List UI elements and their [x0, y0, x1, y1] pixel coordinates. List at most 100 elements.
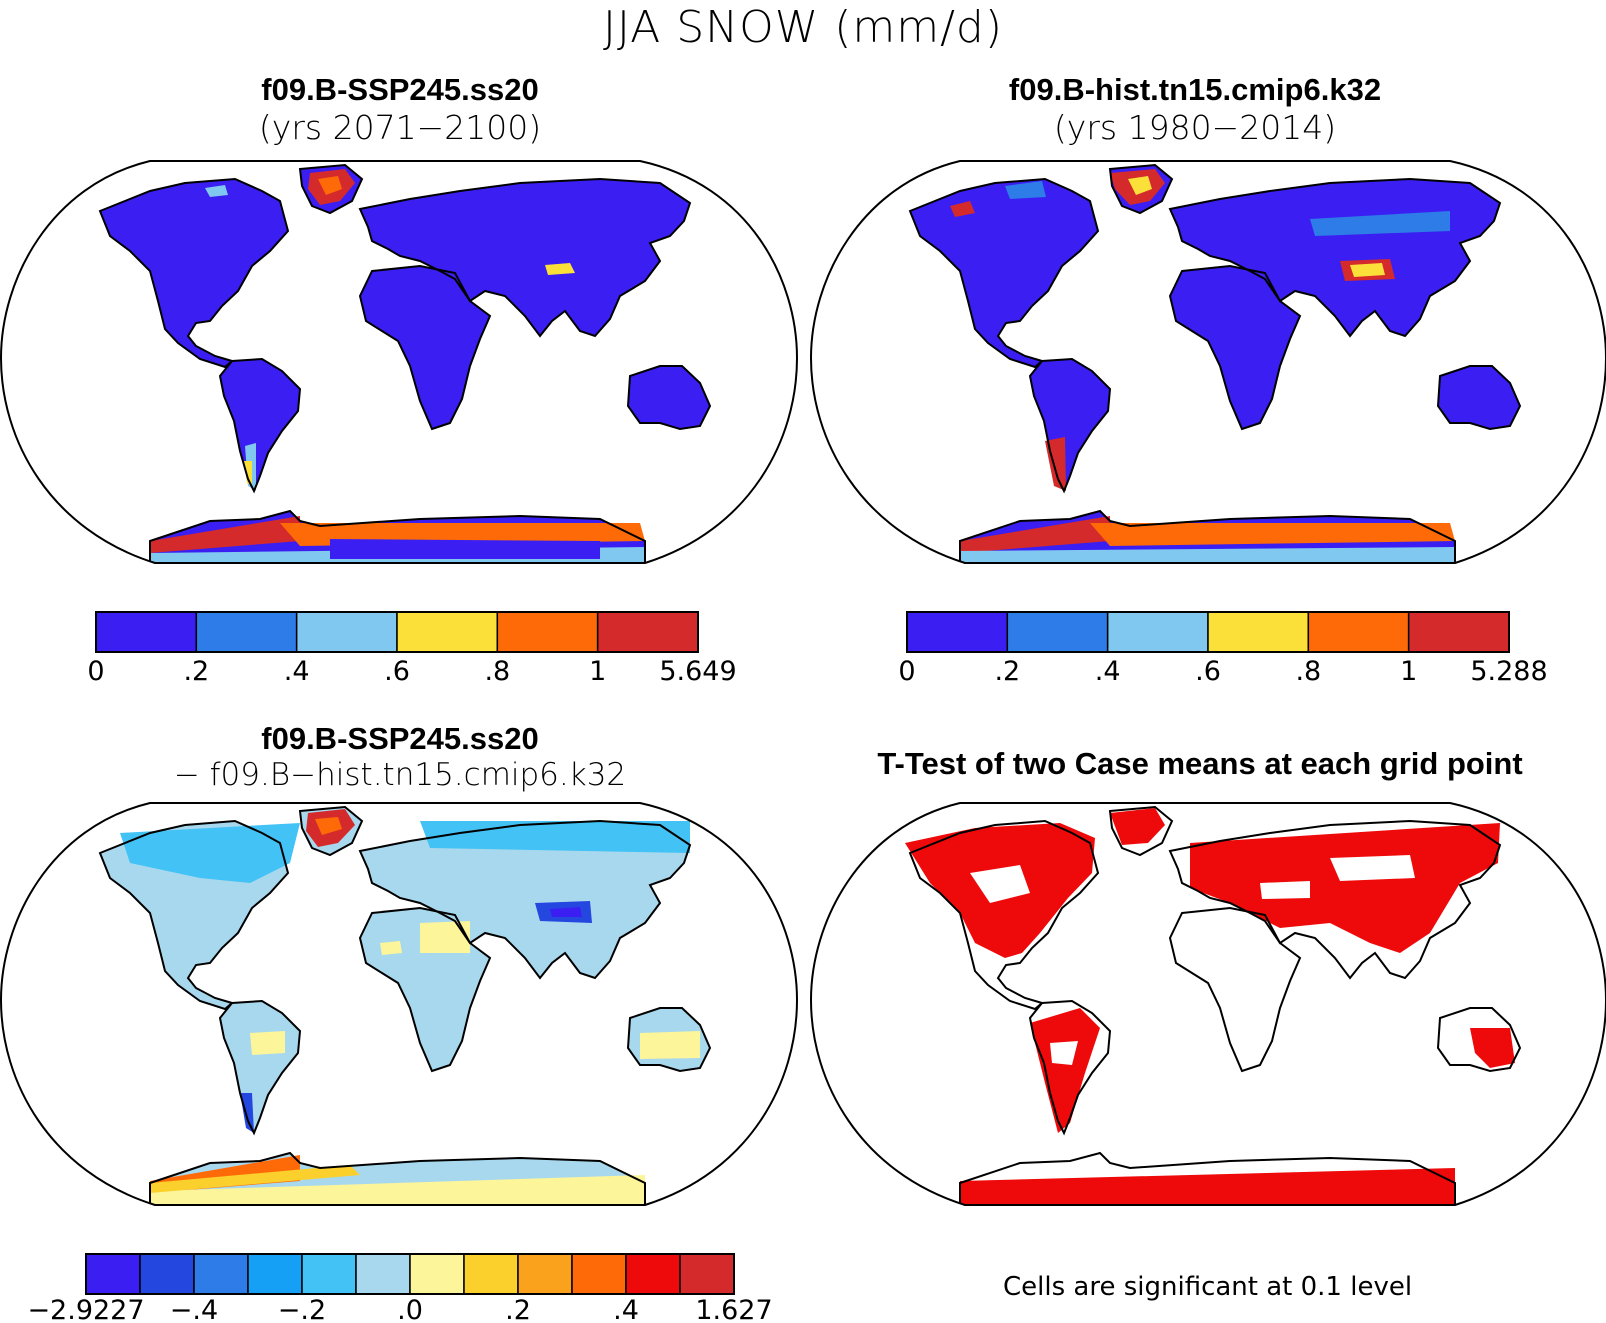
- colorbar-bottom-left: −2.9227 −.4 −.2 .0 .2 .4 1.627: [27, 1253, 773, 1323]
- field-patch: [244, 461, 252, 486]
- colorbar-tick-label: 0: [898, 656, 915, 687]
- colorbar-swatch: [1006, 611, 1109, 653]
- coastline-south-america: [218, 357, 302, 494]
- map-border-bottom-left: [0, 802, 799, 1206]
- field-patch: [960, 1168, 1455, 1205]
- colorbar-frame: [85, 1253, 735, 1295]
- panel-title-top-left: f09.B-SSP245.ss20 (yrs 2071−2100): [200, 72, 600, 147]
- panel-title-bottom-left: f09.B-SSP245.ss20 − f09.B−hist.tn15.cmip…: [80, 721, 720, 793]
- land-eurasia: [360, 179, 690, 336]
- field-patch: [1350, 263, 1385, 277]
- colorbar-swatch: [195, 611, 298, 653]
- map-border-top-left: [0, 160, 799, 564]
- coastline-australia: [626, 1007, 712, 1073]
- colorbar-tick-label: 5.288: [1470, 656, 1547, 687]
- colorbar-tick-label: .4: [1095, 656, 1121, 687]
- coastline-north-america: [908, 177, 1100, 369]
- field-patch: [1110, 808, 1165, 845]
- colorbar-tick-label: .2: [994, 656, 1020, 687]
- coastline-north-america: [98, 177, 290, 369]
- colorbar-tick-label: 1: [1400, 656, 1417, 687]
- coastline-africa: [1168, 906, 1302, 1073]
- coastline-greenland: [298, 805, 364, 857]
- coastline-australia: [1436, 1007, 1522, 1073]
- field-patch: [330, 539, 600, 559]
- coastline-africa: [1168, 264, 1302, 431]
- colorbar-swatch: [85, 1253, 141, 1295]
- colorbar-top-right: 0 .2 .4 .6 .8 1 5.288: [898, 611, 1548, 687]
- land-africa: [360, 266, 490, 429]
- colorbar-swatch: [295, 611, 398, 653]
- colorbar-swatch: [1307, 611, 1410, 653]
- map-border-bottom-right: [809, 802, 1606, 1206]
- colorbar-swatch: [1207, 611, 1310, 653]
- colorbar-swatch: [596, 611, 699, 653]
- field-patch: [960, 547, 1455, 563]
- colorbar-tick-label: .8: [1295, 656, 1321, 687]
- colorbar-swatch: [1407, 611, 1510, 653]
- coastline-south-america: [1028, 357, 1112, 494]
- colorbar-tick-label: .2: [505, 1295, 531, 1323]
- field-patch: [1310, 211, 1450, 236]
- coastline-eurasia: [1168, 819, 1502, 980]
- map-top-left: [98, 163, 712, 563]
- colorbar-swatch: [571, 1253, 627, 1295]
- coastline-eurasia: [1168, 177, 1502, 338]
- colorbar-swatch: [95, 611, 198, 653]
- coastline-australia: [1436, 365, 1522, 431]
- colorbar-tick-label: .6: [1195, 656, 1221, 687]
- colorbar-swatch: [463, 1253, 519, 1295]
- colorbar-tick-label: .8: [484, 656, 510, 687]
- coastline-south-america: [1028, 999, 1112, 1136]
- land-north-america: [910, 179, 1098, 367]
- colorbar-top-left: 0 .2 .4 .6 .8 1 5.649: [87, 611, 737, 687]
- panel-title-top-right: f09.B-hist.tn15.cmip6.k32 (yrs 1980−2014…: [960, 72, 1430, 147]
- colorbar-tick-label: −2.9227: [27, 1295, 144, 1323]
- colorbar-swatch: [1106, 611, 1209, 653]
- field-patch: [1005, 181, 1046, 199]
- panel-title-top-right-case: f09.B-hist.tn15.cmip6.k32: [1008, 72, 1382, 107]
- figure-title: JJA SNOW (mm/d): [602, 2, 1004, 53]
- colorbar-swatch: [355, 1253, 411, 1295]
- field-patch: [318, 176, 342, 195]
- field-patch: [420, 921, 470, 953]
- land-bottom-left: [98, 805, 712, 1205]
- colorbar-swatch: [193, 1253, 249, 1295]
- coastline-australia: [626, 365, 712, 431]
- field-patch: [420, 821, 690, 853]
- map-border-top-right: [809, 160, 1606, 564]
- colorbar-tick-label: .4: [284, 656, 310, 687]
- field-patch: [250, 1031, 285, 1055]
- coastline-africa: [358, 906, 492, 1073]
- land-south-america: [220, 359, 300, 491]
- coastline-greenland: [1108, 805, 1174, 857]
- colorbar-swatch: [301, 1253, 357, 1295]
- colorbar-tick-label: 0: [87, 656, 104, 687]
- field-patch: [205, 185, 228, 197]
- colorbar-swatch: [139, 1253, 195, 1295]
- field-patch: [120, 823, 300, 883]
- colorbar-tick-label: 1: [589, 656, 606, 687]
- field-patch: [950, 201, 975, 217]
- land-top-right: [908, 163, 1522, 563]
- land-africa: [1170, 266, 1300, 429]
- coastline-greenland: [1108, 163, 1174, 215]
- significance-note: Cells are significant at 0.1 level: [1003, 1272, 1413, 1302]
- land-north-america: [100, 179, 288, 367]
- field-patch: [1128, 176, 1152, 195]
- panel-title-top-left-years: (yrs 2071−2100): [258, 108, 542, 147]
- land-africa: [1170, 908, 1300, 1071]
- coastline-north-america: [908, 819, 1100, 1011]
- field-patch: [1470, 1028, 1515, 1068]
- colorbar-swatch: [517, 1253, 573, 1295]
- panel-title-bottom-left-minus: − f09.B−hist.tn15.cmip6.k32: [173, 757, 627, 793]
- coastline-south-america: [218, 999, 302, 1136]
- panel-title-bottom-right: T-Test of two Case means at each grid po…: [820, 746, 1580, 782]
- colorbar-swatch: [496, 611, 599, 653]
- land-top-left: [98, 163, 712, 563]
- field-patch: [150, 1165, 360, 1193]
- coastline-antarctica: [149, 509, 646, 563]
- colorbar-frame: [906, 611, 1510, 653]
- field-patch: [960, 516, 1110, 553]
